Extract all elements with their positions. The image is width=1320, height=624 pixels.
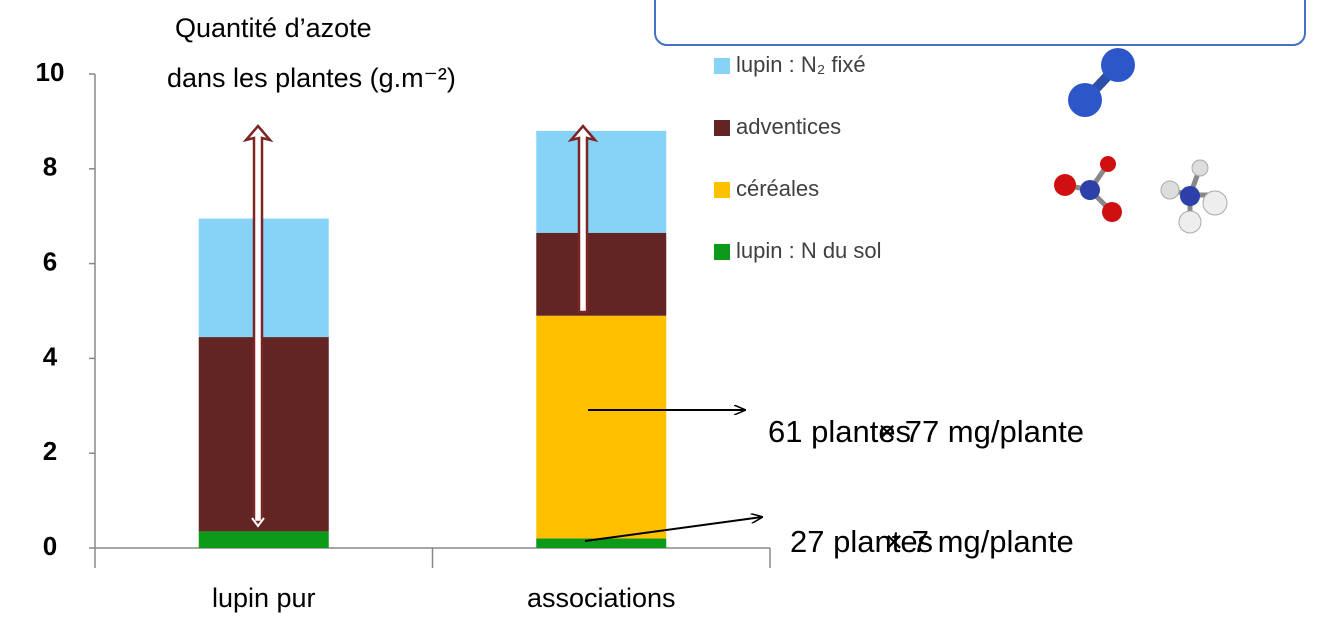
- legend-swatch: [714, 120, 730, 136]
- annotation: × 7 mg/plante: [885, 524, 1074, 559]
- legend-swatch: [714, 58, 730, 74]
- y-axis-label: dans les plantes (g.m⁻²): [167, 63, 456, 93]
- legend-label: adventices: [736, 114, 841, 139]
- y-tick-label: 6: [43, 246, 57, 276]
- legend-label: lupin : N₂ fixé: [736, 52, 866, 77]
- y-axis-label: Quantité d’azote: [175, 13, 372, 43]
- legend-label: céréales: [736, 176, 819, 201]
- y-tick-label: 10: [36, 57, 65, 87]
- y-tick-label: 0: [43, 531, 57, 561]
- annotation: × 77 mg/plante: [878, 414, 1084, 449]
- chart: 0 2 4 6 8 10 Quantité d’azote dans les plantes …: [0, 0, 1320, 624]
- y-tick-label: 8: [43, 152, 57, 182]
- legend-label: lupin : N du sol: [736, 238, 882, 263]
- bar-segment: [536, 233, 666, 316]
- y-tick-label: 4: [43, 341, 58, 371]
- bar-segment: [536, 316, 666, 539]
- bar-segment: [199, 219, 329, 338]
- bar-segment: [536, 539, 666, 548]
- legend-swatch: [714, 182, 730, 198]
- x-tick-label: associations: [527, 583, 676, 613]
- top-box: [655, 0, 1305, 45]
- bar-segment: [199, 337, 329, 531]
- legend-swatch: [714, 244, 730, 260]
- molecules: [1054, 48, 1227, 233]
- x-tick-label: lupin pur: [212, 583, 316, 613]
- bar-segment: [536, 131, 666, 233]
- bar-segment: [199, 531, 329, 548]
- y-tick-label: 2: [43, 436, 57, 466]
